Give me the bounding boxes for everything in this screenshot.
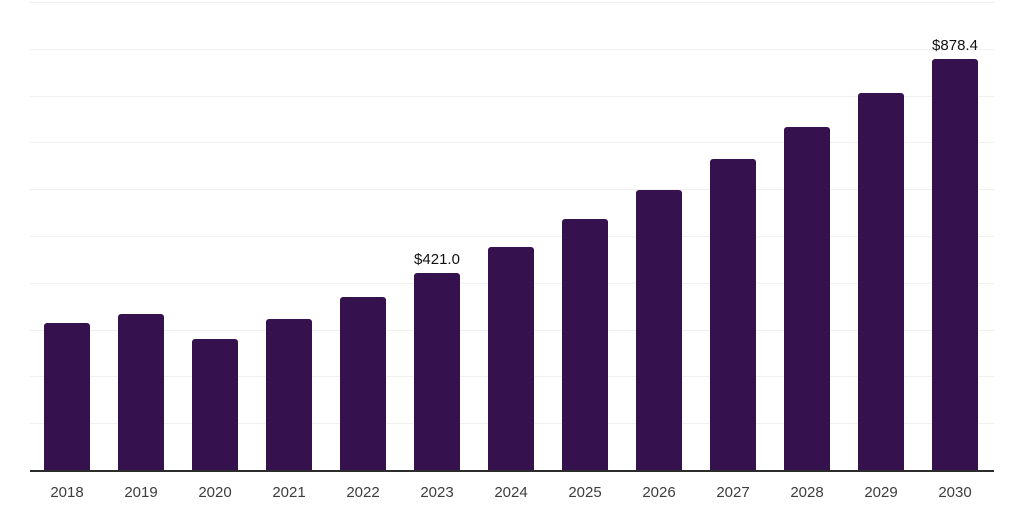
x-tick-label-2030: 2030 bbox=[938, 484, 972, 501]
x-tick-label-2023: 2023 bbox=[420, 484, 454, 501]
x-tick-label-2027: 2027 bbox=[716, 484, 750, 501]
bar-2023 bbox=[414, 272, 460, 470]
bar-2025 bbox=[562, 219, 608, 470]
x-tick-label-2028: 2028 bbox=[790, 484, 824, 501]
x-tick-label-2019: 2019 bbox=[124, 484, 158, 501]
plot-area: $421.0 $878.4 bbox=[30, 2, 994, 472]
x-tick-label-2029: 2029 bbox=[864, 484, 898, 501]
bar-2029 bbox=[858, 92, 904, 470]
gridline bbox=[30, 189, 994, 191]
bar-2026 bbox=[636, 189, 682, 470]
x-tick-label-2025: 2025 bbox=[568, 484, 602, 501]
x-axis-line bbox=[30, 470, 994, 472]
bar-2020 bbox=[192, 339, 238, 470]
x-tick-label-2024: 2024 bbox=[494, 484, 528, 501]
gridline bbox=[30, 95, 994, 97]
x-tick-label-2018: 2018 bbox=[50, 484, 84, 501]
bar-2030 bbox=[932, 58, 978, 470]
bar-2027 bbox=[710, 158, 756, 470]
bar-2018 bbox=[44, 323, 90, 470]
data-label-2023: $421.0 bbox=[414, 250, 460, 268]
bar-2022 bbox=[340, 296, 386, 470]
gridline bbox=[30, 48, 994, 50]
x-tick-label-2022: 2022 bbox=[346, 484, 380, 501]
gridline bbox=[30, 142, 994, 144]
x-tick-label-2020: 2020 bbox=[198, 484, 232, 501]
bar-2021 bbox=[266, 318, 312, 470]
x-tick-label-2026: 2026 bbox=[642, 484, 676, 501]
gridline bbox=[30, 236, 994, 237]
gridline bbox=[30, 2, 994, 3]
bar-2028 bbox=[784, 126, 830, 470]
bar-2019 bbox=[118, 314, 164, 470]
x-axis: 2018 2019 2020 2021 2022 2023 2024 2025 2026 2027… bbox=[30, 482, 994, 506]
data-label-2030: $878.4 bbox=[932, 36, 978, 54]
bar-2024 bbox=[488, 247, 534, 470]
x-tick-label-2021: 2021 bbox=[272, 484, 306, 501]
